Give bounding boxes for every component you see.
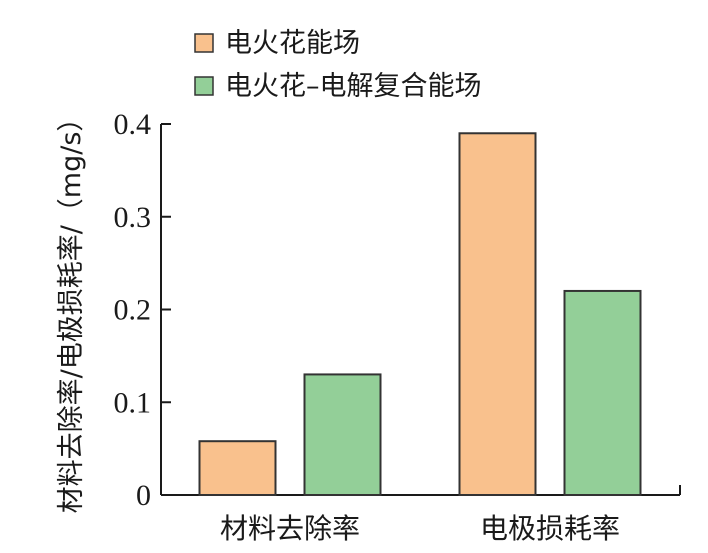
x-category-label: 材料去除率 <box>220 512 360 545</box>
y-axis-title: 材料去除率/电极损耗率/（mg/s） <box>56 105 87 514</box>
bar-2-series-2 <box>563 289 642 497</box>
legend: 电火花能场 电火花–电解复合能场 <box>194 28 482 102</box>
bars <box>198 132 642 497</box>
y-tick-label: 0.3 <box>114 201 152 234</box>
y-tick-label: 0 <box>136 479 151 512</box>
y-tick-label: 0.4 <box>114 108 152 141</box>
legend-swatch-series-1 <box>194 33 214 53</box>
bar-2-series-1 <box>458 132 537 496</box>
bar-1-series-2 <box>303 373 382 496</box>
y-tick-label: 0.2 <box>114 294 152 327</box>
y-tick-labels: 0 0.1 0.2 0.3 0.4 <box>114 108 152 512</box>
legend-label-series-1: 电火花能场 <box>225 28 360 59</box>
x-category-label: 电极损耗率 <box>480 512 620 545</box>
x-category-labels: 材料去除率 电极损耗率 <box>220 512 620 545</box>
legend-label-series-2: 电火花–电解复合能场 <box>225 71 482 102</box>
legend-swatch-series-2 <box>194 76 214 96</box>
y-tick-label: 0.1 <box>114 386 152 419</box>
bar-1-series-1 <box>198 440 277 496</box>
